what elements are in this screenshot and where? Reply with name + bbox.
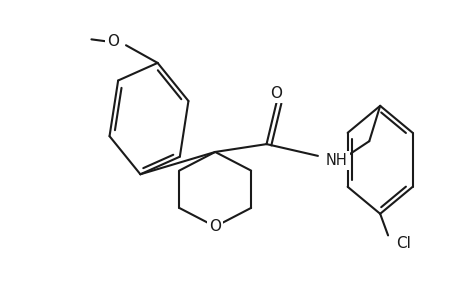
Text: O: O bbox=[270, 85, 282, 100]
Text: Cl: Cl bbox=[395, 236, 410, 251]
Text: NH: NH bbox=[325, 153, 347, 168]
Text: O: O bbox=[209, 219, 221, 234]
Text: O: O bbox=[107, 34, 119, 49]
